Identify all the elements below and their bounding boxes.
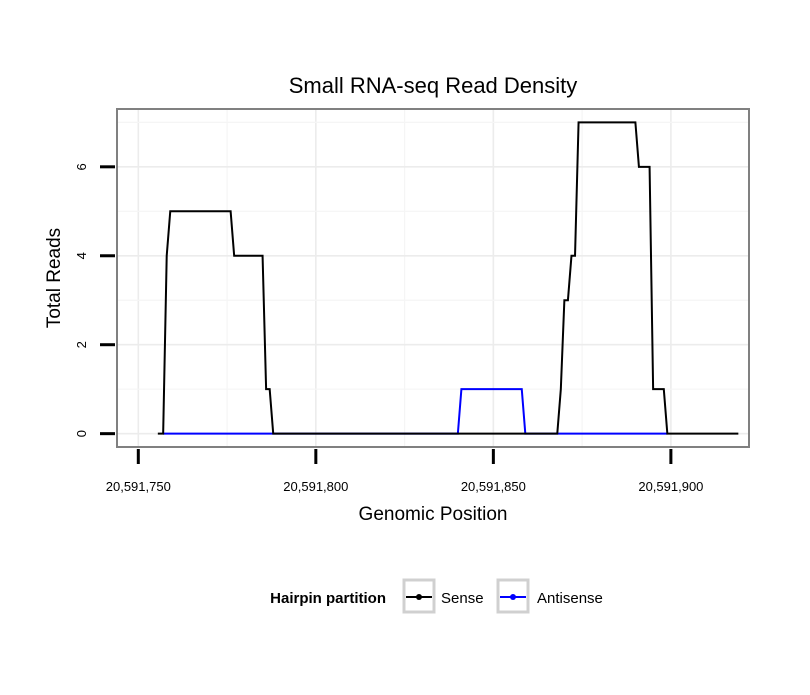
- chart-title: Small RNA-seq Read Density: [289, 73, 578, 98]
- y-axis-title: Total Reads: [44, 228, 65, 328]
- plot-border: [116, 108, 750, 448]
- y-tick-label: 0: [74, 430, 89, 437]
- x-tick-label: 20,591,750: [106, 479, 171, 494]
- legend-title: Hairpin partition: [270, 590, 386, 607]
- y-tick-label: 6: [74, 163, 89, 170]
- x-tick-label: 20,591,800: [283, 479, 348, 494]
- y-tick-label: 4: [74, 252, 89, 259]
- x-tick-label: 20,591,850: [461, 479, 526, 494]
- legend-label-antisense: Antisense: [537, 590, 603, 607]
- x-axis-title: Genomic Position: [359, 504, 508, 525]
- series-line-sense: [157, 121, 739, 435]
- plot-panel: [117, 109, 749, 447]
- y-tick-label: 2: [74, 341, 89, 348]
- legend-item-sense: Sense: [402, 578, 484, 614]
- axis-layer: 20,591,750 20,591,800 20,591,850 20,591,900…: [74, 163, 703, 494]
- legend-key-point-sense: [416, 594, 422, 600]
- legend-item-antisense: Antisense: [496, 578, 603, 614]
- legend-label-sense: Sense: [441, 590, 484, 607]
- legend: Hairpin partition Sense Antisense: [270, 578, 603, 614]
- legend-key-point-antisense: [510, 594, 516, 600]
- x-tick-label: 20,591,900: [638, 479, 703, 494]
- series-layer: [157, 121, 739, 435]
